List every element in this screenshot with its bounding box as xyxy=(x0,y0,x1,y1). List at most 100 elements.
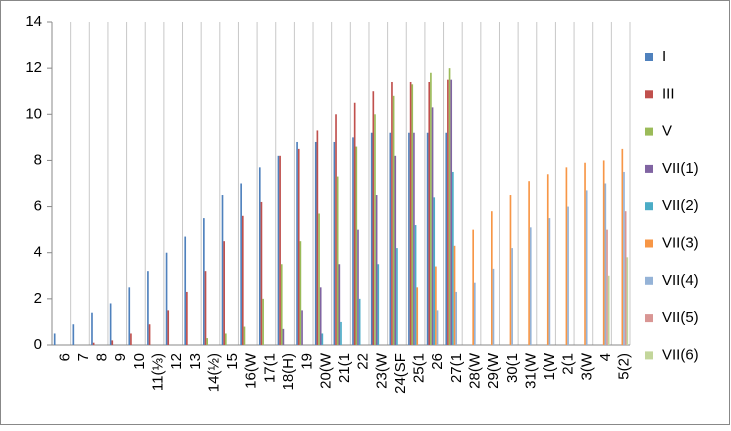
bar xyxy=(279,155,281,345)
x-tick-label: 5(2) xyxy=(616,353,633,380)
bar xyxy=(567,206,569,345)
bar xyxy=(352,137,354,345)
bar xyxy=(223,241,225,345)
x-tick-label: 17(1 xyxy=(261,353,278,383)
bar xyxy=(626,257,629,345)
bar xyxy=(436,310,439,345)
bar xyxy=(258,167,261,345)
bar xyxy=(297,148,300,345)
bar xyxy=(391,81,393,345)
bar xyxy=(389,132,392,345)
bar xyxy=(430,72,432,345)
bar xyxy=(353,102,356,345)
x-tick-label: 8 xyxy=(94,353,111,361)
x-tick-label: 21(1 xyxy=(336,353,353,383)
bar xyxy=(492,268,495,345)
legend-swatch xyxy=(645,202,653,211)
bar xyxy=(357,229,359,345)
x-tick-label: 31(W xyxy=(522,352,539,389)
x-tick-label: 16(W xyxy=(243,352,260,389)
bar xyxy=(414,225,417,345)
bar xyxy=(221,195,224,345)
bar xyxy=(280,264,283,345)
x-tick-label: 12 xyxy=(168,353,185,370)
x-tick-label: 25(1 xyxy=(411,353,428,383)
bar xyxy=(282,328,285,345)
bar xyxy=(241,215,244,345)
bar xyxy=(606,229,608,345)
x-tick-label: 29(W xyxy=(485,352,502,389)
legend-swatch xyxy=(645,351,653,360)
bar xyxy=(409,81,412,345)
bar xyxy=(396,248,398,345)
bar xyxy=(333,141,336,345)
bar xyxy=(321,333,324,345)
bar xyxy=(452,171,454,345)
bar xyxy=(372,91,375,345)
x-tick-label: 14(½) xyxy=(205,353,222,392)
bar xyxy=(509,195,512,345)
bar xyxy=(490,211,493,345)
bar xyxy=(433,197,436,345)
bar xyxy=(375,195,378,345)
bar xyxy=(240,183,242,345)
bar xyxy=(260,201,263,345)
legend-swatch xyxy=(645,314,653,323)
bar xyxy=(455,291,458,345)
legend-swatch xyxy=(645,276,653,285)
x-tick-label: 1(W xyxy=(541,352,558,380)
legend-label: VII(1) xyxy=(662,160,699,177)
bar xyxy=(472,229,475,345)
bar xyxy=(621,148,624,345)
bar xyxy=(529,227,532,345)
x-tick-label: 15 xyxy=(224,353,241,370)
legend-label: VII(5) xyxy=(662,309,699,326)
legend-swatch xyxy=(645,90,653,99)
legend-label: VII(6) xyxy=(662,346,699,363)
bar xyxy=(314,141,317,345)
legend-label: I xyxy=(662,48,666,65)
bar xyxy=(148,324,151,345)
bar xyxy=(408,132,410,345)
bar xyxy=(426,132,429,345)
bar xyxy=(147,271,149,345)
bar xyxy=(299,241,302,345)
bar xyxy=(447,79,449,345)
bar xyxy=(206,338,208,345)
legend-label: V xyxy=(662,123,672,140)
bar xyxy=(450,79,453,345)
x-tick-label: 26 xyxy=(429,353,446,370)
bar xyxy=(565,167,568,345)
legend-label: VII(4) xyxy=(662,272,699,289)
bar xyxy=(607,275,610,345)
y-tick-label: 14 xyxy=(25,13,42,30)
bar xyxy=(319,287,322,345)
x-tick-label: 6 xyxy=(56,353,73,361)
bar xyxy=(416,287,419,345)
bar xyxy=(428,81,431,345)
bar xyxy=(431,107,434,345)
bar xyxy=(358,298,361,345)
bar xyxy=(243,326,246,345)
bar xyxy=(411,84,414,346)
bar xyxy=(435,266,437,345)
legend-swatch xyxy=(645,53,653,61)
x-tick-label: 11(⅓) xyxy=(150,353,167,391)
bar xyxy=(204,271,207,345)
bar xyxy=(546,174,549,345)
legend-swatch xyxy=(645,239,653,248)
bar xyxy=(203,218,205,345)
x-tick-label: 18(H) xyxy=(280,353,297,391)
legend-swatch xyxy=(645,164,653,173)
y-tick-label: 6 xyxy=(34,198,42,215)
legend-swatch xyxy=(645,127,653,136)
y-tick-label: 2 xyxy=(34,290,42,307)
x-tick-label: 24(SF xyxy=(392,353,409,394)
bar xyxy=(336,176,339,345)
bar xyxy=(548,218,551,345)
bar xyxy=(528,181,530,345)
bar xyxy=(130,333,132,345)
bar xyxy=(445,132,448,345)
bar xyxy=(109,303,112,345)
x-tick-label: 27(1 xyxy=(448,353,465,383)
